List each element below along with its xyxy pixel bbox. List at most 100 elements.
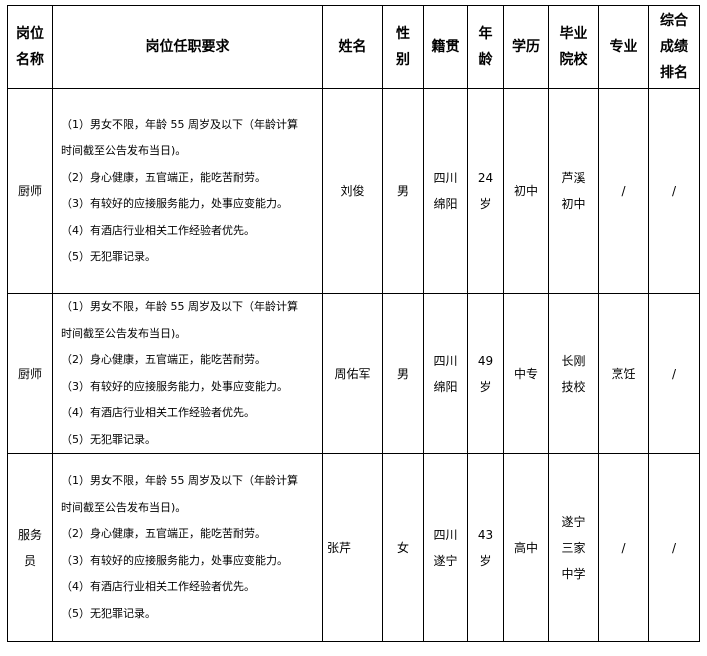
position-cell-text: 厨师 [17,184,42,198]
header-text: 成绩 [660,39,688,55]
table-row: 厨师 （1）男女不限，年龄 55 周岁及以下（年龄计算 时间截至公告发布当日)。 （2… [7,293,700,454]
header-text: 名称 [16,52,44,68]
requirements-cell-text: （1）男女不限，年龄 55 周岁及以下（年龄计算 [61,474,298,487]
table-row: 厨师 （1）男女不限，年龄 55 周岁及以下（年龄计算 时间截至公告发布当日)。 （2… [7,88,700,294]
origin-cell: 四川 绵阳 [423,293,468,454]
name-cell-text: 张芹 [327,540,352,555]
requirements-cell-text: （5）无犯罪记录。 [61,606,156,620]
school-cell-text: 长刚 [561,353,586,368]
header-text: 龄 [478,52,493,68]
header-text: 年 [478,26,493,42]
position-cell-text: 员 [23,553,36,568]
name-cell: 张芹 [322,453,383,642]
gender-cell-text: 女 [396,540,409,555]
gender-cell-text: 男 [396,366,409,381]
gender-cell: 男 [382,293,424,454]
header-school: 毕业 院校 [548,5,599,89]
origin-cell-text: 遂宁 [433,553,458,568]
requirements-cell-text: （2）身心健康，五官端正，能吃苦耐劳。 [61,527,266,540]
requirements-cell-text: （2）身心健康，五官端正，能吃苦耐劳。 [61,170,266,184]
major-cell-text: / [621,184,626,198]
education-cell: 初中 [503,88,549,294]
age-cell-text: 岁 [479,197,492,211]
requirements-cell-text: （3）有较好的应接服务能力，处事应变能力。 [61,379,288,393]
age-cell: 24 岁 [467,88,504,294]
header-text: 排名 [660,65,688,81]
school-cell: 长刚 技校 [548,293,599,454]
major-cell-text: / [621,540,626,555]
education-cell: 高中 [503,453,549,642]
requirements-cell-text: （4）有酒店行业相关工作经验者优先。 [61,223,255,237]
rank-cell: / [648,293,700,454]
requirements-cell-text: （2）身心健康，五官端正，能吃苦耐劳。 [61,353,266,366]
position-cell: 厨师 [7,88,53,294]
name-cell: 周佑军 [322,293,383,454]
age-cell-text: 岁 [479,379,492,394]
school-cell-text: 芦溪 [561,171,586,185]
education-cell: 中专 [503,293,549,454]
requirements-cell-text: （1）男女不限，年龄 55 周岁及以下（年龄计算 [61,117,298,131]
rank-cell-text: / [671,184,677,198]
position-cell-text: 厨师 [17,366,42,381]
name-cell: 刘俊 [322,88,383,294]
header-text: 性 [396,26,410,42]
header-position: 岗位 名称 [7,5,53,89]
requirements-cell-text: （1）男女不限，年龄 55 周岁及以下（年龄计算 [61,300,298,313]
header-name: 姓名 [322,5,383,89]
table-row: 服务员（1）男女不限，年龄 55 周岁及以下（年龄计算 时间截至公告发布当日)。（… [7,453,700,642]
header-text: 岗位 [16,26,44,42]
header-requirements: 岗位任职要求 [52,5,323,89]
age-cell-text: 49 [477,353,494,368]
school-cell-text: 中学 [561,566,586,581]
requirements-cell-text: （3）有较好的应接服务能力，处事应变能力。 [61,553,288,567]
school-cell-text: 技校 [561,379,586,394]
gender-cell: 男 [382,88,424,294]
education-cell-text: 初中 [513,184,538,198]
age-cell: 43 岁 [467,453,504,642]
position-cell-text: 服务 [17,527,42,542]
age-cell: 49 岁 [467,293,504,454]
header-text: 综合 [660,13,688,29]
header-text: 毕业 [559,26,588,42]
header-education: 学历 [503,5,549,89]
origin-cell-text: 绵阳 [433,379,458,394]
requirements-cell-text: （5）无犯罪记录。 [61,432,156,446]
requirements-cell-text: （4）有酒店行业相关工作经验者优先。 [61,580,255,593]
major-cell-text: 烹饪 [611,366,636,381]
requirements-cell-text: 时间截至公告发布当日)。 [61,326,187,340]
major-cell: / [598,453,649,642]
school-cell-text: 遂宁 [561,514,586,529]
header-rank: 综合 成绩 排名 [648,5,700,89]
major-cell: / [598,88,649,294]
name-cell-text: 刘俊 [340,184,365,198]
requirements-cell: （1）男女不限，年龄 55 周岁及以下（年龄计算 时间截至公告发布当日)。 （2）身… [52,293,323,454]
requirements-cell-text: （5）无犯罪记录。 [61,250,156,263]
header-gender: 性别 [382,5,424,89]
header-origin: 籍贯 [423,5,468,89]
header-row: 岗位 名称 岗位任职要求 姓名 性别 籍贯 年龄 学历 毕业 院校 专业 综合 成绩排… [7,5,700,89]
school-cell: 遂宁 三家 中学 [548,453,599,642]
header-age: 年龄 [467,5,504,89]
origin-cell-text: 绵阳 [433,197,458,211]
gender-cell: 女 [382,453,424,642]
age-cell-text: 43 [477,527,494,542]
age-cell-text: 24 [477,171,494,185]
school-cell-text: 初中 [561,197,586,211]
education-cell-text: 中专 [513,366,538,381]
rank-cell: / [648,88,700,294]
header-text: 院校 [559,52,588,68]
requirements-cell-text: （4）有酒店行业相关工作经验者优先。 [61,406,255,419]
recruitment-table: 岗位 名称 岗位任职要求 姓名 性别 籍贯 年龄 学历 毕业 院校 专业 综合 成绩排… [7,5,700,642]
position-cell: 厨师 [7,293,53,454]
requirements-cell: （1）男女不限，年龄 55 周岁及以下（年龄计算 时间截至公告发布当日)。 （2）身… [52,453,323,642]
major-cell: 烹饪 [598,293,649,454]
school-cell-text: 三家 [561,540,586,555]
origin-cell: 四川 遂宁 [423,453,468,642]
education-cell-text: 高中 [513,540,538,555]
age-cell-text: 岁 [479,553,492,568]
header-text: 别 [396,52,410,68]
requirements-cell-text: 时间截至公告发布当日)。 [61,500,187,514]
requirements-cell-text: 时间截至公告发布当日)。 [61,144,187,157]
gender-cell-text: 男 [396,184,409,198]
rank-cell-text: / [671,366,677,381]
